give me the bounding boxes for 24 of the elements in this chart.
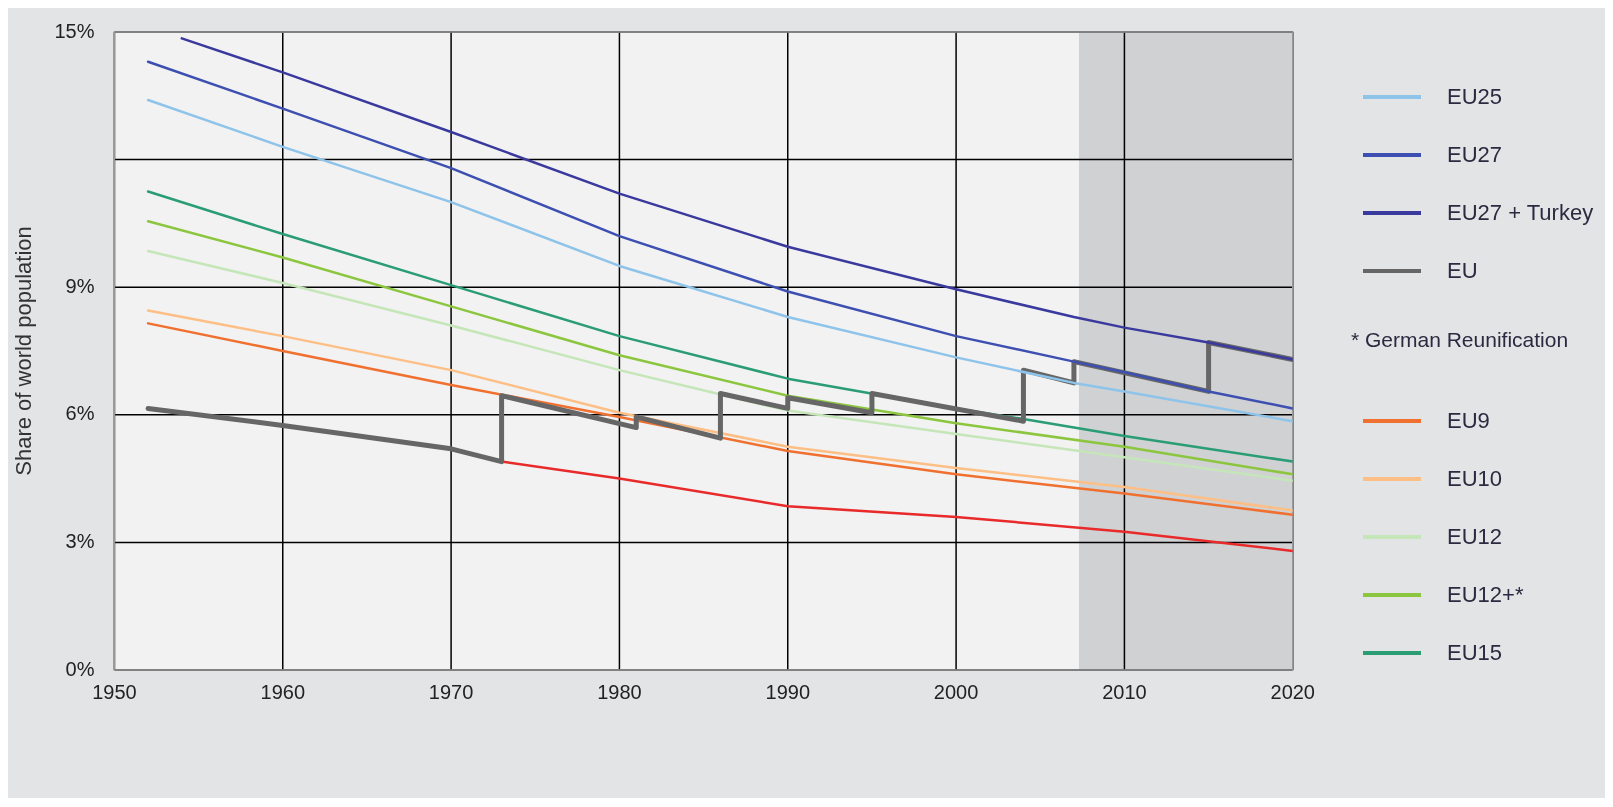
x-tick-label: 1970	[428, 680, 474, 703]
y-tick-label: 3%	[65, 529, 95, 552]
y-tick-label: 9%	[65, 274, 95, 297]
legend-label: EU9	[1447, 408, 1490, 434]
x-tick-label: 2000	[933, 680, 979, 703]
legend-label: EU12	[1447, 524, 1503, 550]
legend-label: EU12+*	[1447, 582, 1524, 608]
legend-label: EU10	[1447, 466, 1503, 492]
legend-label: EU	[1447, 258, 1478, 284]
y-tick-label: 15%	[54, 19, 95, 42]
text: * German Reunification	[1351, 328, 1570, 352]
x-tick-label: 1960	[260, 680, 306, 703]
x-tick-label: 1980	[597, 680, 642, 703]
y-axis-title: Share of world population	[11, 226, 37, 476]
legend-label: EU15	[1447, 640, 1503, 666]
y-tick-label: 6%	[65, 402, 95, 425]
legend-label: EU25	[1447, 84, 1503, 110]
legend-label: EU27	[1447, 142, 1503, 168]
x-tick-label: 1990	[765, 680, 811, 703]
x-tick-label: 1950	[92, 680, 137, 703]
legend-label: EU27 + Turkey	[1447, 200, 1594, 226]
y-tick-label: 0%	[65, 657, 95, 680]
x-tick-label: 2020	[1270, 680, 1315, 703]
x-tick-label: 2010	[1102, 680, 1147, 703]
